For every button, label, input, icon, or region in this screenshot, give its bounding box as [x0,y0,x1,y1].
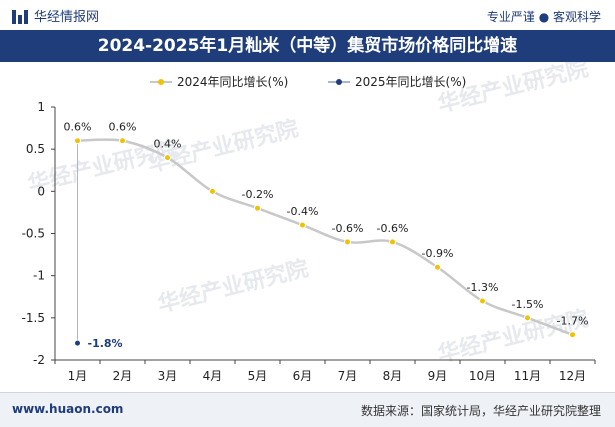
data-label: -0.6% [377,222,409,235]
line-chart: 华经产业研究院华经产业研究院华经产业研究院华经产业研究院华经产业研究院10.50… [22,62,596,383]
series-2024-point [209,187,216,195]
series-2024-point [434,263,441,271]
x-tick-label: 5月 [248,369,268,383]
y-tick-label: -2 [33,353,45,367]
x-tick-label: 11月 [514,369,541,383]
y-tick-label: 0.5 [26,142,45,156]
data-label: 0.4% [154,138,182,151]
y-tick-label: 1 [37,100,45,114]
legend-2025-marker [336,79,342,85]
tagline: 专业严谨 ● 客观科学 [486,10,601,24]
data-label: -0.2% [242,188,274,201]
data-source: 数据来源：国家统计局，华经产业研究院整理 [360,404,601,418]
series-2025-point [74,339,81,347]
y-tick-label: 0 [37,184,45,198]
x-tick-label: 12月 [559,369,586,383]
x-tick-label: 3月 [158,369,178,383]
y-tick-label: -0.5 [22,227,45,241]
x-tick-label: 8月 [383,369,403,383]
series-2024-point [479,297,486,305]
legend-2024-marker [158,79,164,85]
top-bar: 华经情报网 专业严谨 ● 客观科学 [0,0,615,30]
data-label: -1.3% [467,281,499,294]
y-tick-label: -1.5 [22,311,45,325]
legend-2025-label: 2025年同比增长(%) [355,75,466,89]
data-label: 0.6% [109,121,137,134]
data-label: -0.4% [287,205,319,218]
series-2024-point [344,238,351,246]
series-2024-point [569,331,576,339]
data-label: -0.6% [332,222,364,235]
footer-divider [0,392,615,393]
series-2024-point [254,204,261,212]
data-label: -1.8% [88,337,123,350]
x-tick-label: 4月 [203,369,223,383]
watermark-text: 华经产业研究院 [155,255,311,317]
x-tick-label: 9月 [428,369,448,383]
series-2024-point [389,238,396,246]
x-tick-label: 2月 [113,369,133,383]
footer: www.huaon.com 数据来源：国家统计局，华经产业研究院整理 [0,393,615,427]
x-tick-label: 7月 [338,369,358,383]
legend-2024-label: 2024年同比增长(%) [177,75,288,89]
brand-name: 华经情报网 [34,10,100,25]
bar-chart-icon [12,8,28,24]
data-label: -0.9% [422,247,454,260]
x-tick-label: 6月 [293,369,313,383]
series-2024-point [119,137,126,145]
data-label: -1.5% [512,298,544,311]
x-tick-label: 1月 [68,369,88,383]
series-2024-point [299,221,306,229]
chart-title: 2024-2025年1月籼米（中等）集贸市场价格同比增速 [0,30,615,62]
watermark-text: 华经产业研究院 [435,62,591,118]
x-tick-label: 10月 [469,369,496,383]
series-2024-line [77,138,573,336]
y-tick-label: -1 [33,269,45,283]
site-url: www.huaon.com [12,402,124,416]
brand: 华经情报网 [12,6,99,25]
series-2024-point [524,314,531,322]
series-2024-point [74,137,81,145]
series-2024-point [164,154,171,162]
data-label: -1.7% [557,315,589,328]
data-label: 0.6% [64,121,92,134]
